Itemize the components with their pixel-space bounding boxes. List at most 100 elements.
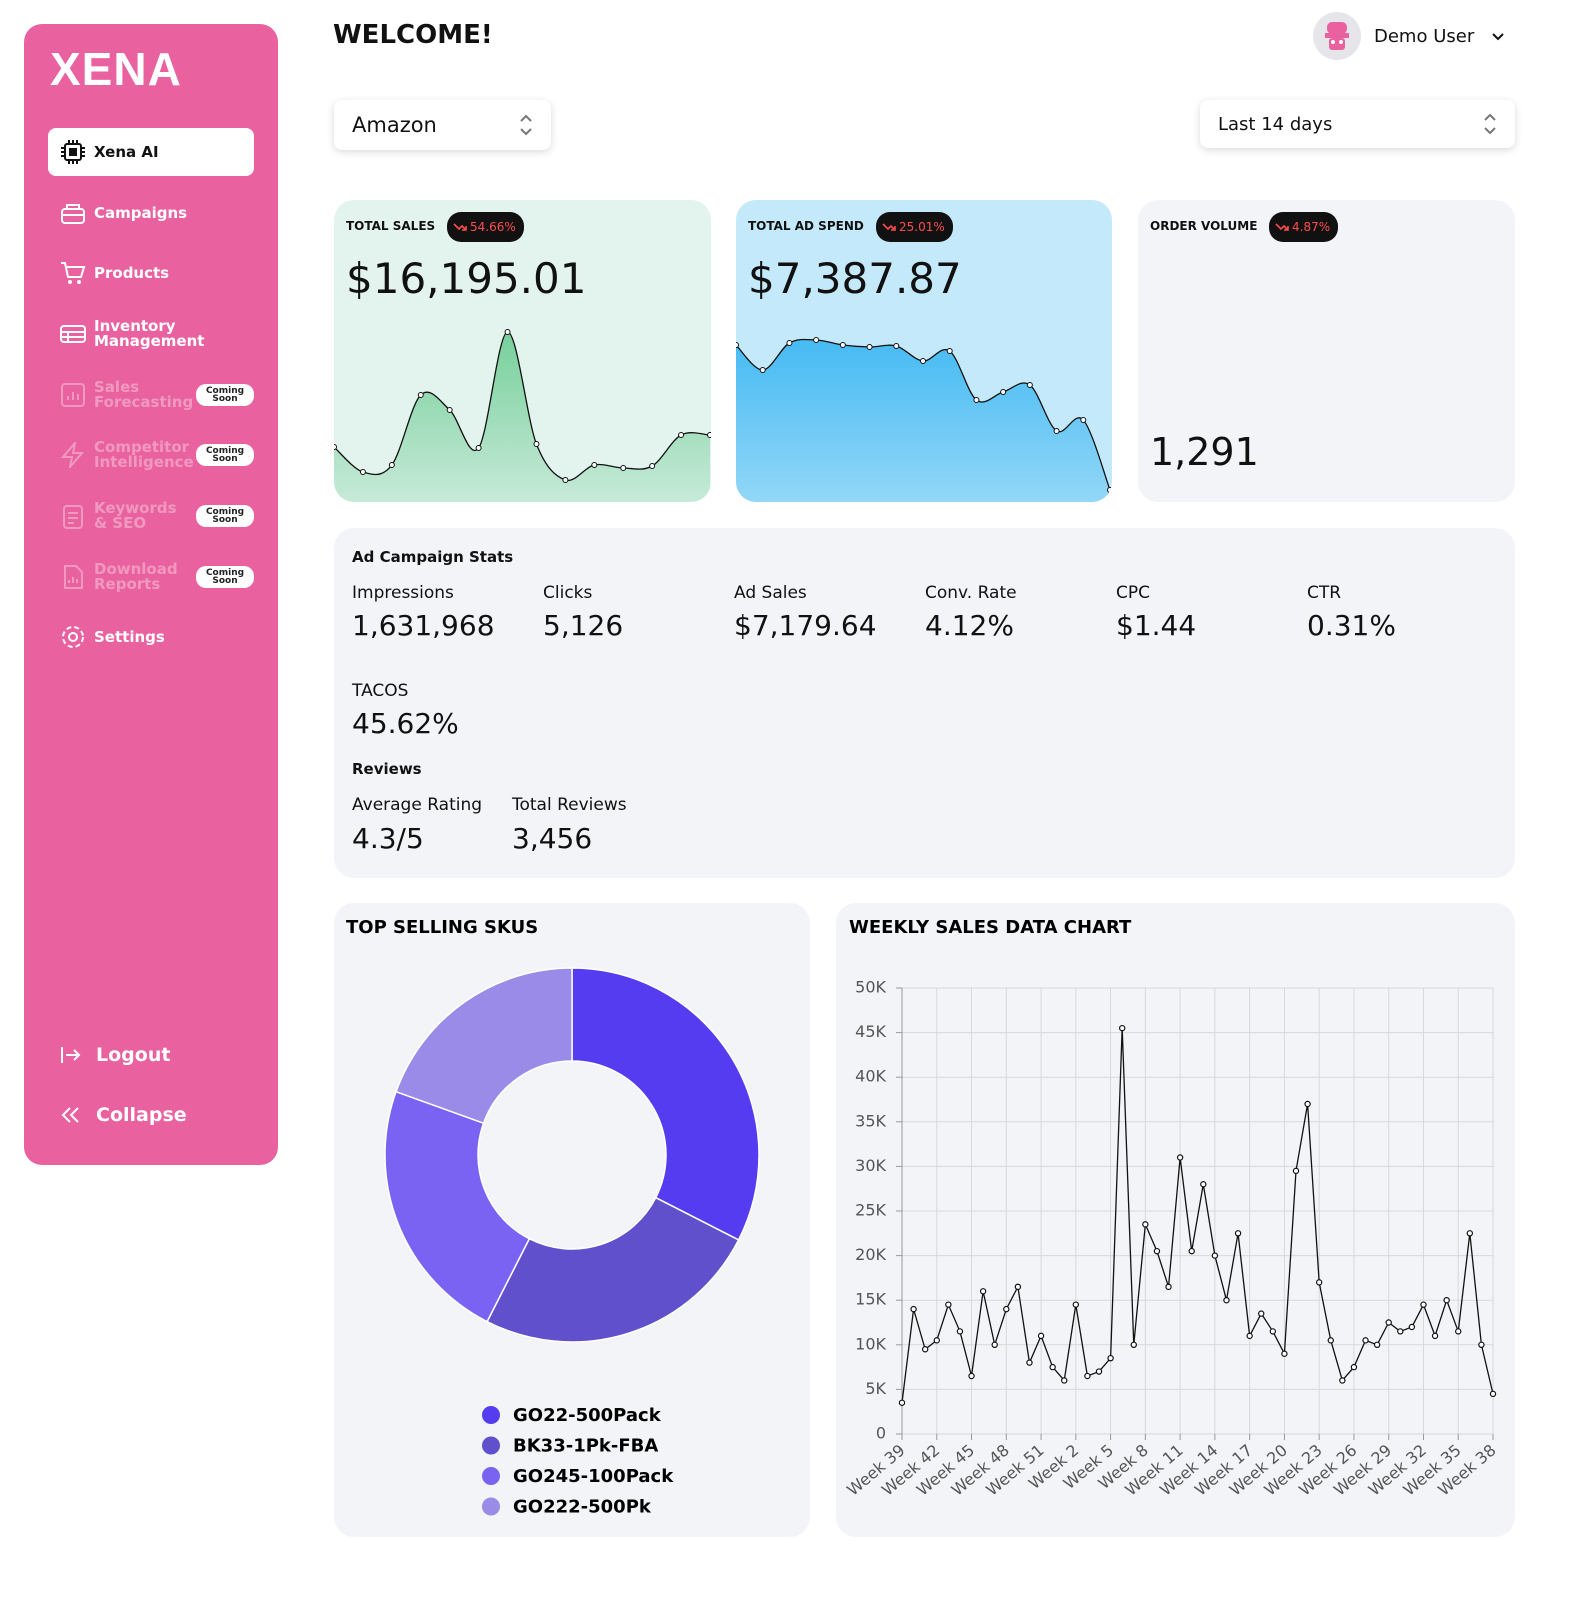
area-fill <box>736 339 1110 502</box>
stat-value: $1.44 <box>1116 609 1197 642</box>
data-line <box>901 1028 1494 1403</box>
data-point <box>933 1337 940 1344</box>
kpi-label: TOTAL AD SPEND <box>748 219 864 233</box>
data-point <box>1362 1337 1369 1344</box>
chart-title: WEEKLY SALES DATA CHART <box>849 917 1132 938</box>
data-point <box>1107 487 1112 493</box>
data-point <box>786 340 793 346</box>
data-point <box>973 397 980 403</box>
collapse-button[interactable]: Collapse <box>60 1104 187 1126</box>
stat-value: $7,179.64 <box>734 609 877 642</box>
donut-segment <box>384 1090 531 1323</box>
data-point <box>591 462 598 468</box>
y-tick-label: 0 <box>876 1424 886 1443</box>
data-point <box>388 462 395 468</box>
stat-value: 1,631,968 <box>352 609 495 642</box>
stat-label: Impressions <box>352 583 454 603</box>
data-point <box>1053 428 1060 434</box>
data-point <box>1095 1368 1103 1375</box>
data-point <box>1003 1305 1010 1313</box>
kpi-change-badge: 25.01% <box>876 212 953 242</box>
date-range-select[interactable]: Last 14 days <box>1200 100 1515 148</box>
data-point <box>1080 417 1087 423</box>
stat-label: CPC <box>1116 583 1150 603</box>
kpi-card <box>1138 200 1515 502</box>
data-point <box>1049 1363 1056 1371</box>
data-point <box>562 477 569 483</box>
menu-item[interactable]: Competitor Intelligence Coming Soon <box>48 431 254 479</box>
data-point <box>1385 1319 1392 1326</box>
stat-label: CTR <box>1307 583 1342 603</box>
data-point <box>1153 1247 1161 1255</box>
coming-soon-badge: Coming Soon <box>196 566 254 588</box>
data-point <box>475 445 482 451</box>
menu-item[interactable]: Inventory Management <box>48 310 254 358</box>
menu-item[interactable]: Download Reports Coming Soon <box>48 553 254 601</box>
user-menu[interactable]: Demo User <box>1312 11 1512 61</box>
marketplace-select[interactable]: Amazon <box>334 100 551 150</box>
menu-item[interactable]: Sales Forecasting Coming Soon <box>48 371 254 419</box>
data-point <box>1327 1337 1334 1344</box>
data-point <box>1258 1310 1265 1317</box>
menu-label: Inventory Management <box>94 317 205 350</box>
data-point <box>620 465 627 471</box>
menu-item[interactable]: Campaigns <box>48 189 254 237</box>
stat-value: 0.31% <box>1307 609 1396 642</box>
logo[interactable]: XENA <box>50 43 182 95</box>
kpi-label: TOTAL SALES <box>346 219 436 233</box>
y-tick-label: 50K <box>855 978 886 997</box>
data-point <box>921 1346 929 1353</box>
menu-label: Keywords & SEO <box>94 499 177 532</box>
y-tick-label: 5K <box>865 1379 886 1398</box>
data-point <box>1292 1167 1300 1175</box>
data-point <box>1000 389 1007 395</box>
logout-label: Logout <box>96 1044 171 1066</box>
data-point <box>533 441 540 447</box>
data-point <box>1084 1372 1091 1380</box>
coming-soon-badge: Coming Soon <box>196 505 254 527</box>
data-point <box>1373 1341 1381 1349</box>
data-point <box>1281 1350 1288 1357</box>
stat-value: 3,456 <box>512 822 593 855</box>
data-point <box>893 343 900 349</box>
data-point <box>1072 1301 1080 1308</box>
legend-marker <box>482 1467 500 1485</box>
user-name: Demo User <box>1374 25 1475 47</box>
menu-item[interactable]: Xena AI <box>48 128 254 176</box>
data-point <box>1014 1283 1022 1291</box>
data-point <box>1420 1301 1427 1308</box>
data-point <box>1455 1328 1462 1335</box>
data-point <box>920 358 926 364</box>
chart-title: TOP SELLING SKUS <box>346 917 538 938</box>
y-tick-label: 35K <box>855 1111 886 1130</box>
menu-item[interactable]: Keywords & SEO Coming Soon <box>48 492 254 540</box>
menu-item[interactable]: Products <box>48 249 254 297</box>
menu-item[interactable]: Settings <box>48 613 254 661</box>
data-point <box>334 444 337 450</box>
stat-label: Clicks <box>543 583 593 603</box>
y-tick-label: 10K <box>855 1334 886 1353</box>
data-point <box>1061 1377 1068 1384</box>
kpi-change: 25.01% <box>899 220 945 234</box>
donut-segment <box>486 1196 740 1343</box>
kpi-value: $7,387.87 <box>748 254 962 303</box>
logout-button[interactable]: Logout <box>60 1044 170 1066</box>
menu-label: Settings <box>94 627 165 646</box>
page-title: WELCOME! <box>333 20 493 50</box>
kpi-change: 4.87% <box>1292 220 1331 234</box>
area-fill <box>334 331 710 502</box>
section-title: Reviews <box>352 760 422 778</box>
menu-label: Download Reports <box>94 560 178 593</box>
area-line <box>334 331 711 482</box>
y-tick-label: 20K <box>855 1245 886 1264</box>
data-point <box>1443 1296 1450 1304</box>
data-point <box>678 432 685 438</box>
legend-marker <box>482 1436 500 1455</box>
collapse-label: Collapse <box>96 1104 187 1126</box>
donut-segment <box>571 967 760 1241</box>
data-point <box>1350 1363 1358 1371</box>
menu-label: Sales Forecasting <box>94 378 194 411</box>
data-point <box>1142 1221 1149 1228</box>
data-point <box>1188 1247 1195 1255</box>
